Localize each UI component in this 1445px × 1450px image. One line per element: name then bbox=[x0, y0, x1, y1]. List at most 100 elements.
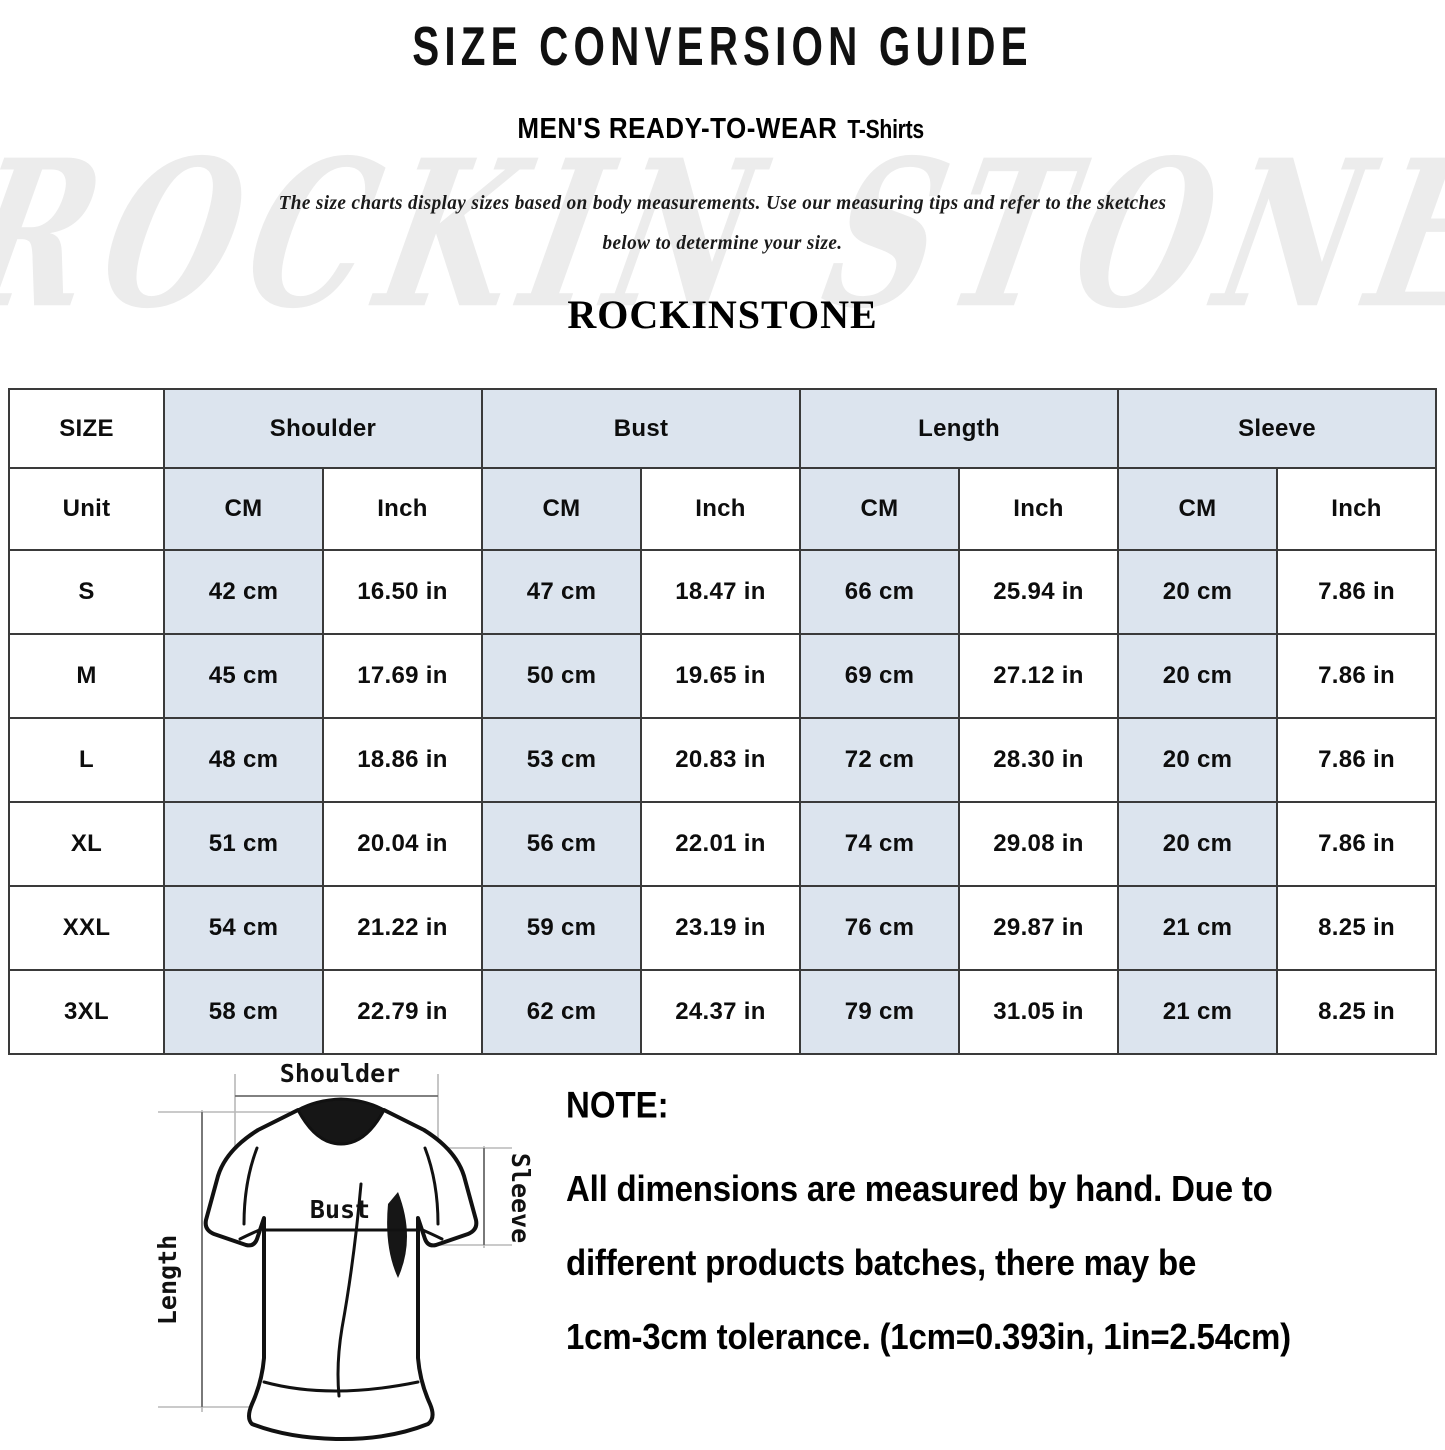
cell-length-in: 29.08 in bbox=[958, 801, 1120, 887]
cell-shoulder-cm: 48 cm bbox=[163, 717, 324, 803]
cell-shoulder-in: 18.86 in bbox=[322, 717, 483, 803]
subtitle-product: T-Shirts bbox=[847, 114, 925, 144]
header-bust-cm: CM bbox=[481, 467, 642, 551]
note-line-3: 1cm-3cm tolerance. (1cm=0.393in, 1in=2.5… bbox=[566, 1315, 1291, 1357]
tshirt-measurement-diagram: Shoulder Bust Sleeve Length bbox=[140, 1052, 540, 1445]
header-length-inch: Inch bbox=[958, 467, 1120, 551]
header-group-sleeve: Sleeve bbox=[1117, 388, 1438, 469]
size-conversion-table: SIZE Shoulder Bust Length Sleeve Unit CM… bbox=[8, 388, 1438, 1055]
cell-sleeve-cm: 20 cm bbox=[1117, 633, 1279, 719]
collar-icon bbox=[295, 1097, 387, 1146]
description-line-1: The size charts display sizes based on b… bbox=[278, 192, 1167, 214]
header-sleeve-cm: CM bbox=[1117, 467, 1279, 551]
cell-shoulder-in: 16.50 in bbox=[322, 549, 483, 635]
cell-shoulder-cm: 54 cm bbox=[163, 885, 324, 971]
header-shoulder-cm: CM bbox=[163, 467, 324, 551]
cell-shoulder-cm: 58 cm bbox=[163, 969, 324, 1055]
cell-length-cm: 72 cm bbox=[799, 717, 961, 803]
page-title: SIZE CONVERSION GUIDE bbox=[412, 15, 1033, 77]
header-sleeve-inch: Inch bbox=[1276, 467, 1438, 551]
cell-bust-cm: 47 cm bbox=[481, 549, 642, 635]
tshirt-outline bbox=[203, 1108, 479, 1442]
cell-sleeve-cm: 20 cm bbox=[1117, 549, 1279, 635]
cell-length-in: 29.87 in bbox=[958, 885, 1120, 971]
diagram-label-length: Length bbox=[153, 1235, 182, 1325]
table-row: S 42 cm 16.50 in 47 cm 18.47 in 66 cm 25… bbox=[8, 549, 1438, 635]
note-title: NOTE: bbox=[566, 1084, 669, 1126]
tshirt-diagram-svg: Shoulder Bust Sleeve Length bbox=[153, 1059, 535, 1442]
table-group-header-row: SIZE Shoulder Bust Length Sleeve bbox=[8, 388, 1438, 469]
diagram-label-shoulder: Shoulder bbox=[280, 1059, 400, 1088]
header-shoulder-inch: Inch bbox=[322, 467, 483, 551]
header-bust-inch: Inch bbox=[639, 467, 802, 551]
cell-sleeve-in: 8.25 in bbox=[1276, 969, 1438, 1055]
cell-bust-cm: 53 cm bbox=[481, 717, 642, 803]
cell-sleeve-in: 7.86 in bbox=[1276, 549, 1438, 635]
table-row: XXL 54 cm 21.22 in 59 cm 23.19 in 76 cm … bbox=[8, 885, 1438, 971]
cell-bust-cm: 56 cm bbox=[481, 801, 642, 887]
cell-sleeve-cm: 21 cm bbox=[1117, 885, 1279, 971]
fabric-fold-lines bbox=[238, 1146, 444, 1398]
cell-length-in: 25.94 in bbox=[958, 549, 1120, 635]
brand-name: ROCKINSTONE bbox=[567, 292, 878, 337]
table-row: XL 51 cm 20.04 in 56 cm 22.01 in 74 cm 2… bbox=[8, 801, 1438, 887]
cell-size: L bbox=[8, 717, 165, 803]
side-shadow bbox=[387, 1192, 407, 1278]
cell-shoulder-cm: 51 cm bbox=[163, 801, 324, 887]
cell-length-cm: 79 cm bbox=[799, 969, 961, 1055]
cell-shoulder-in: 20.04 in bbox=[322, 801, 483, 887]
cell-size: XXL bbox=[8, 885, 165, 971]
cell-sleeve-cm: 20 cm bbox=[1117, 801, 1279, 887]
note-line-2: different products batches, there may be bbox=[566, 1241, 1197, 1283]
cell-bust-in: 22.01 in bbox=[639, 801, 802, 887]
table-row: L 48 cm 18.86 in 53 cm 20.83 in 72 cm 28… bbox=[8, 717, 1438, 803]
cell-sleeve-cm: 20 cm bbox=[1117, 717, 1279, 803]
header-unit: Unit bbox=[8, 467, 165, 551]
cell-sleeve-in: 8.25 in bbox=[1276, 885, 1438, 971]
cell-size: 3XL bbox=[8, 969, 165, 1055]
cell-bust-cm: 59 cm bbox=[481, 885, 642, 971]
subtitle-category: MEN'S READY-TO-WEAR bbox=[517, 111, 838, 145]
note-block: NOTE: All dimensions are measured by han… bbox=[566, 1084, 1436, 1370]
cell-bust-cm: 62 cm bbox=[481, 969, 642, 1055]
cell-length-in: 27.12 in bbox=[958, 633, 1120, 719]
cell-shoulder-in: 17.69 in bbox=[322, 633, 483, 719]
cell-sleeve-in: 7.86 in bbox=[1276, 633, 1438, 719]
cell-bust-in: 24.37 in bbox=[639, 969, 802, 1055]
page-subtitle: MEN'S READY-TO-WEAR T-Shirts bbox=[0, 111, 1445, 145]
cell-length-in: 28.30 in bbox=[958, 717, 1120, 803]
cell-size: XL bbox=[8, 801, 165, 887]
cell-length-cm: 76 cm bbox=[799, 885, 961, 971]
diagram-label-sleeve: Sleeve bbox=[506, 1153, 535, 1243]
cell-bust-in: 19.65 in bbox=[639, 633, 802, 719]
cell-size: M bbox=[8, 633, 165, 719]
table-unit-header-row: Unit CM Inch CM Inch CM Inch CM Inch bbox=[8, 467, 1438, 551]
cell-shoulder-cm: 45 cm bbox=[163, 633, 324, 719]
cell-length-cm: 74 cm bbox=[799, 801, 961, 887]
cell-bust-in: 20.83 in bbox=[639, 717, 802, 803]
table-body: S 42 cm 16.50 in 47 cm 18.47 in 66 cm 25… bbox=[8, 549, 1438, 1055]
description-line-2: below to determine your size. bbox=[602, 232, 843, 254]
cell-bust-in: 23.19 in bbox=[639, 885, 802, 971]
table-row: 3XL 58 cm 22.79 in 62 cm 24.37 in 79 cm … bbox=[8, 969, 1438, 1055]
cell-shoulder-in: 21.22 in bbox=[322, 885, 483, 971]
header-group-bust: Bust bbox=[480, 388, 802, 469]
header-size: SIZE bbox=[8, 388, 165, 469]
header-group-length: Length bbox=[799, 388, 1120, 469]
cell-sleeve-in: 7.86 in bbox=[1276, 801, 1438, 887]
cell-length-cm: 69 cm bbox=[799, 633, 961, 719]
table-row: M 45 cm 17.69 in 50 cm 19.65 in 69 cm 27… bbox=[8, 633, 1438, 719]
cell-shoulder-in: 22.79 in bbox=[322, 969, 483, 1055]
cell-sleeve-in: 7.86 in bbox=[1276, 717, 1438, 803]
cell-length-in: 31.05 in bbox=[958, 969, 1120, 1055]
table-header: SIZE Shoulder Bust Length Sleeve Unit CM… bbox=[8, 388, 1438, 551]
diagram-label-bust: Bust bbox=[310, 1195, 370, 1224]
cell-bust-in: 18.47 in bbox=[639, 549, 802, 635]
cell-bust-cm: 50 cm bbox=[481, 633, 642, 719]
cell-sleeve-cm: 21 cm bbox=[1117, 969, 1279, 1055]
header-group-shoulder: Shoulder bbox=[163, 388, 483, 469]
cell-size: S bbox=[8, 549, 165, 635]
cell-length-cm: 66 cm bbox=[799, 549, 961, 635]
header-length-cm: CM bbox=[799, 467, 961, 551]
note-line-1: All dimensions are measured by hand. Due… bbox=[566, 1167, 1273, 1209]
